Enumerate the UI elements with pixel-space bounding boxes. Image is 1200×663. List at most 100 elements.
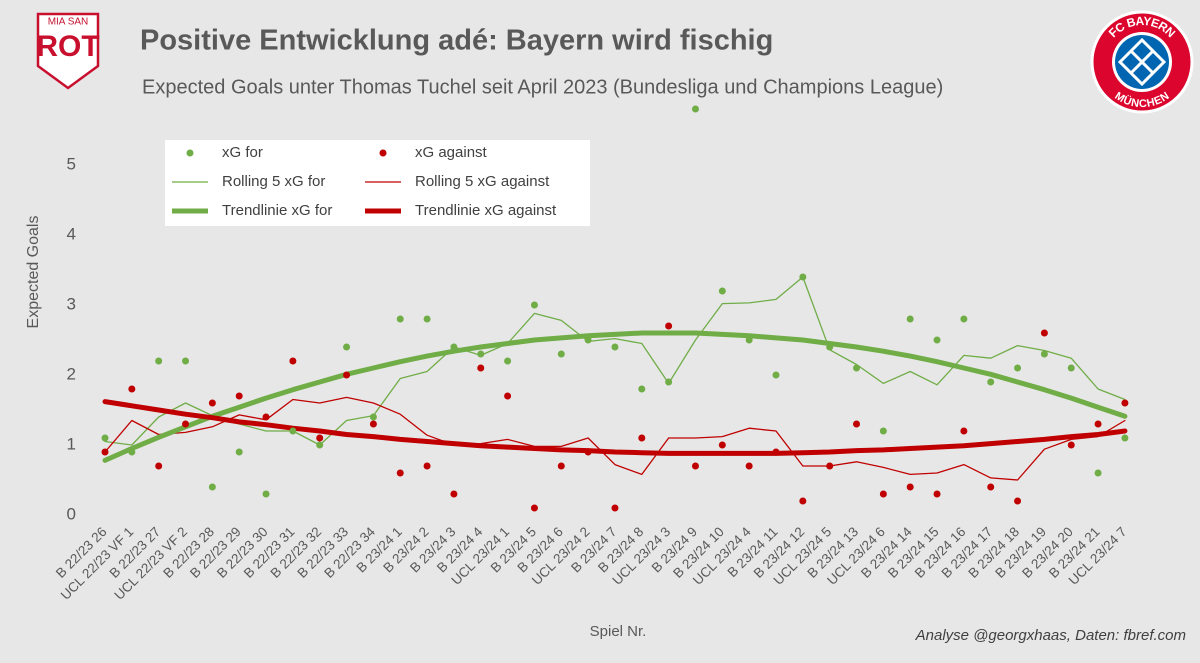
legend-label: Rolling 5 xG for [222, 173, 325, 190]
data-point [611, 343, 619, 351]
data-point [477, 364, 485, 372]
data-point [879, 490, 887, 498]
legend-label: xG against [415, 144, 488, 161]
data-point [853, 420, 861, 428]
logo-shield [36, 12, 100, 90]
data-point [772, 448, 780, 456]
data-point [772, 371, 780, 379]
data-point [826, 462, 834, 470]
series-line [104, 396, 1126, 481]
data-point [396, 315, 404, 323]
data-point [289, 357, 297, 365]
data-point [450, 490, 458, 498]
legend-swatch [186, 149, 194, 157]
data-point [987, 483, 995, 491]
y-tick-label: 5 [67, 154, 76, 173]
data-point [423, 462, 431, 470]
logo-text: MIA SAN [48, 17, 89, 28]
y-axis-label: Expected Goals [25, 216, 42, 329]
data-point [584, 336, 592, 344]
data-point [155, 462, 163, 470]
legend-label: Trendlinie xG against [415, 202, 557, 219]
y-tick-label: 4 [67, 224, 76, 243]
data-point [1040, 329, 1048, 337]
data-point [182, 357, 190, 365]
data-point [611, 504, 619, 512]
data-point [450, 343, 458, 351]
data-point [906, 315, 914, 323]
data-point [853, 364, 861, 372]
credit: Analyse @georgxhaas, Daten: fbref.com [915, 627, 1186, 644]
y-tick-label: 1 [67, 434, 76, 453]
legend-label: Trendlinie xG for [222, 202, 332, 219]
data-point [262, 490, 270, 498]
data-point [745, 462, 753, 470]
data-point [1094, 469, 1102, 477]
data-point [1067, 441, 1075, 449]
data-point [691, 105, 699, 113]
data-point [235, 392, 243, 400]
data-point [584, 448, 592, 456]
data-point [1040, 350, 1048, 358]
legend-label: Rolling 5 xG against [415, 173, 550, 190]
data-point [504, 357, 512, 365]
logo-pattern [1117, 37, 1167, 87]
series-line [102, 330, 1128, 463]
data-point [369, 413, 377, 421]
data-point [396, 469, 404, 477]
series-line [102, 399, 1128, 456]
data-point [128, 448, 136, 456]
data-point [987, 378, 995, 386]
data-point [208, 483, 216, 491]
legend-label: xG for [222, 144, 263, 161]
logo-left: MIA SAN ROT [36, 12, 100, 90]
data-point [557, 462, 565, 470]
data-point [369, 420, 377, 428]
chart-subtitle: Expected Goals unter Thomas Tuchel seit … [142, 76, 943, 98]
y-tick-label: 3 [67, 294, 76, 313]
chart-title: Positive Entwicklung adé: Bayern wird fi… [140, 25, 773, 57]
data-point [1094, 420, 1102, 428]
data-point [799, 497, 807, 505]
legend-swatch [379, 149, 387, 157]
data-point [1067, 364, 1075, 372]
data-point [343, 343, 351, 351]
data-point [557, 350, 565, 358]
data-point [906, 483, 914, 491]
data-point [316, 441, 324, 449]
data-point [638, 385, 646, 393]
data-point [933, 336, 941, 344]
logo-text: MÜNCHEN [1113, 90, 1172, 110]
data-point [101, 434, 109, 442]
data-point [1121, 399, 1129, 407]
data-point [101, 448, 109, 456]
data-point [155, 357, 163, 365]
data-point [718, 287, 726, 295]
data-point [1121, 434, 1129, 442]
data-point [665, 322, 673, 330]
logo-text: ROT [36, 30, 99, 63]
data-point [718, 441, 726, 449]
data-point [262, 413, 270, 421]
data-point [638, 434, 646, 442]
data-point [128, 385, 136, 393]
data-point [826, 343, 834, 351]
data-point [960, 427, 968, 435]
data-point [1014, 497, 1022, 505]
x-axis-label: Spiel Nr. [590, 623, 647, 640]
data-point [530, 301, 538, 309]
data-point [423, 315, 431, 323]
logo-right: FC BAYERN MÜNCHEN [1090, 10, 1194, 114]
data-point [879, 427, 887, 435]
data-point [530, 504, 538, 512]
data-point [289, 427, 297, 435]
data-point [343, 371, 351, 379]
y-tick-label: 2 [67, 364, 76, 383]
data-point [504, 392, 512, 400]
data-point [960, 315, 968, 323]
logo-text-path: MÜNCHEN [1113, 90, 1172, 110]
y-tick-label: 0 [67, 504, 76, 523]
data-point [799, 273, 807, 281]
data-point [477, 350, 485, 358]
